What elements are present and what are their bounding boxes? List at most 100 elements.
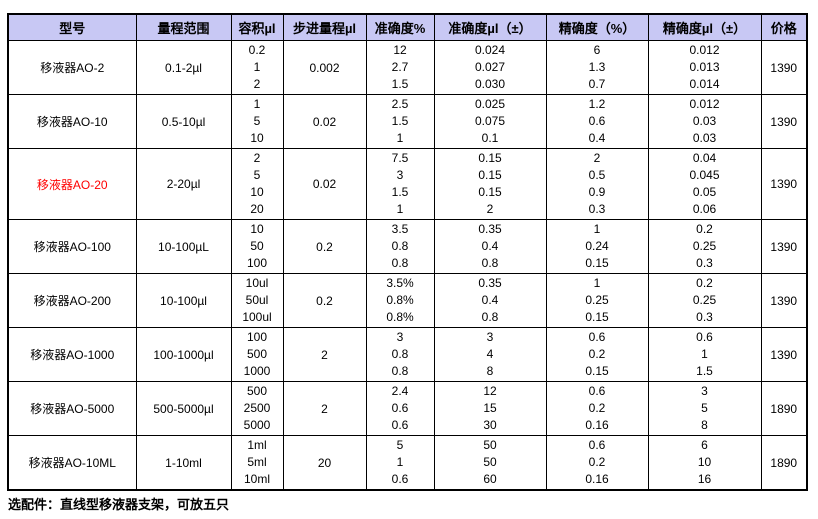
cell-line: 1.3 xyxy=(588,60,606,74)
cell-line: 0.15 xyxy=(478,185,502,199)
cell-line: 16 xyxy=(697,472,712,486)
cell-line: 8 xyxy=(701,418,708,432)
price-cell: 1390 xyxy=(760,273,808,328)
cell-line: 2.5 xyxy=(391,97,409,111)
cell-line: 1 xyxy=(253,60,261,74)
table-row: 移液器AO-5000 500-5000µl 500 2500 5000 2 2.4 0… xyxy=(7,381,808,436)
cell-line: 5ml xyxy=(247,455,267,469)
header-range: 量程范围 xyxy=(135,13,232,41)
precision-ul-cell: 0.012 0.03 0.03 xyxy=(647,94,762,149)
precision-pct-cell: 0.6 0.2 0.15 xyxy=(545,327,649,382)
cell-line: 0.04 xyxy=(692,151,717,165)
cell-line: 0.8 xyxy=(481,310,499,324)
precision-pct-cell: 6 1.3 0.7 xyxy=(545,40,649,95)
cell-line: 1 xyxy=(396,455,404,469)
header-price: 价格 xyxy=(760,13,808,41)
cell-line: 100 xyxy=(246,256,268,270)
cell-line: 1.5 xyxy=(696,364,713,378)
cell-line: 1.5 xyxy=(391,77,409,91)
cell-line: 2500 xyxy=(243,401,271,415)
accuracy-pct-cell: 5 1 0.6 xyxy=(365,435,435,491)
cell-line: 0.3 xyxy=(696,310,713,324)
cell-line: 20 xyxy=(250,202,264,216)
range-cell: 0.1-2µl xyxy=(135,40,232,95)
cell-line: 10 xyxy=(250,185,264,199)
model-cell: 移液器AO-10ML xyxy=(7,435,137,491)
cell-line: 0.03 xyxy=(692,131,717,145)
cell-line: 0.03 xyxy=(692,114,717,128)
cell-line: 0.2 xyxy=(588,455,606,469)
cell-line: 0.012 xyxy=(689,43,720,57)
cell-line: 0.06 xyxy=(692,202,717,216)
cell-line: 6 xyxy=(701,438,708,452)
precision-ul-cell: 0.2 0.25 0.3 xyxy=(647,273,762,328)
header-precision-pct: 精确度（%） xyxy=(545,13,649,41)
cell-line: 0.4 xyxy=(588,131,606,145)
range-cell: 500-5000µl xyxy=(135,381,232,436)
cell-line: 0.9 xyxy=(588,185,606,199)
cell-line: 0.25 xyxy=(585,293,609,307)
cell-line: 0.075 xyxy=(474,114,506,128)
cell-line: 3 xyxy=(701,384,708,398)
precision-pct-cell: 0.6 0.2 0.16 xyxy=(545,381,649,436)
cell-line: 0.15 xyxy=(585,310,609,324)
cell-line: 1ml xyxy=(247,438,267,452)
step-cell: 0.02 xyxy=(282,94,367,149)
cell-line: 100 xyxy=(246,330,268,344)
precision-pct-cell: 1 0.24 0.15 xyxy=(545,219,649,274)
cell-line: 6 xyxy=(593,43,601,57)
range-cell: 100-1000µl xyxy=(135,327,232,382)
cell-line: 0.024 xyxy=(474,43,506,57)
cell-line: 0.2 xyxy=(696,222,713,236)
cell-line: 0.25 xyxy=(692,293,717,307)
cell-line: 0.6 xyxy=(696,330,713,344)
cell-line: 500 xyxy=(246,384,268,398)
volume-cell: 2 5 10 20 xyxy=(230,148,284,220)
cell-line: 0.5 xyxy=(588,168,606,182)
cell-line: 0.8 xyxy=(391,239,409,253)
cell-line: 3.5% xyxy=(386,276,414,290)
cell-line: 0.2 xyxy=(248,43,266,57)
cell-line: 0.8 xyxy=(391,364,409,378)
volume-cell: 500 2500 5000 xyxy=(230,381,284,436)
cell-line: 0.8 xyxy=(481,256,499,270)
cell-line: 0.030 xyxy=(474,77,506,91)
cell-line: 2 xyxy=(486,202,494,216)
precision-ul-cell: 0.012 0.013 0.014 xyxy=(647,40,762,95)
cell-line: 0.16 xyxy=(585,472,609,486)
cell-line: 10ml xyxy=(243,472,270,486)
table-row: 移液器AO-20 2-20µl 2 5 10 20 0.02 7.5 3 1.5 1 0.1… xyxy=(7,148,808,220)
cell-line: 1.5 xyxy=(391,114,409,128)
cell-line: 0.2 xyxy=(588,347,606,361)
cell-line: 1000 xyxy=(243,364,271,378)
accuracy-pct-cell: 12 2.7 1.5 xyxy=(365,40,435,95)
cell-line: 500 xyxy=(246,347,268,361)
precision-pct-cell: 0.6 0.2 0.16 xyxy=(545,435,649,491)
precision-ul-cell: 0.6 1 1.5 xyxy=(647,327,762,382)
cell-line: 0.8% xyxy=(386,310,414,324)
cell-line: 15 xyxy=(483,401,497,415)
step-cell: 2 xyxy=(282,381,367,436)
cell-line: 1 xyxy=(253,97,261,111)
cell-line: 10 xyxy=(250,131,264,145)
cell-line: 0.1 xyxy=(481,131,499,145)
table-row: 移液器AO-100 10-100µL 10 50 100 0.2 3.5 0.8 0.8… xyxy=(7,219,808,274)
range-cell: 0.5-10µl xyxy=(135,94,232,149)
range-cell: 10-100µl xyxy=(135,273,232,328)
cell-line: 0.15 xyxy=(585,364,609,378)
volume-cell: 100 500 1000 xyxy=(230,327,284,382)
cell-line: 0.6 xyxy=(588,384,606,398)
price-cell: 1390 xyxy=(760,219,808,274)
accuracy-pct-cell: 3.5 0.8 0.8 xyxy=(365,219,435,274)
cell-line: 0.6 xyxy=(391,472,409,486)
cell-line: 50 xyxy=(250,239,264,253)
price-cell: 1890 xyxy=(760,435,808,491)
table-row: 移液器AO-1000 100-1000µl 100 500 1000 2 3 0.8 0… xyxy=(7,327,808,382)
volume-cell: 10 50 100 xyxy=(230,219,284,274)
cell-line: 2.4 xyxy=(391,384,409,398)
accuracy-ul-cell: 12 15 30 xyxy=(433,381,547,436)
cell-line: 1 xyxy=(593,222,601,236)
cell-line: 3 xyxy=(396,330,404,344)
step-cell: 0.002 xyxy=(282,40,367,95)
accuracy-pct-cell: 3.5% 0.8% 0.8% xyxy=(365,273,435,328)
